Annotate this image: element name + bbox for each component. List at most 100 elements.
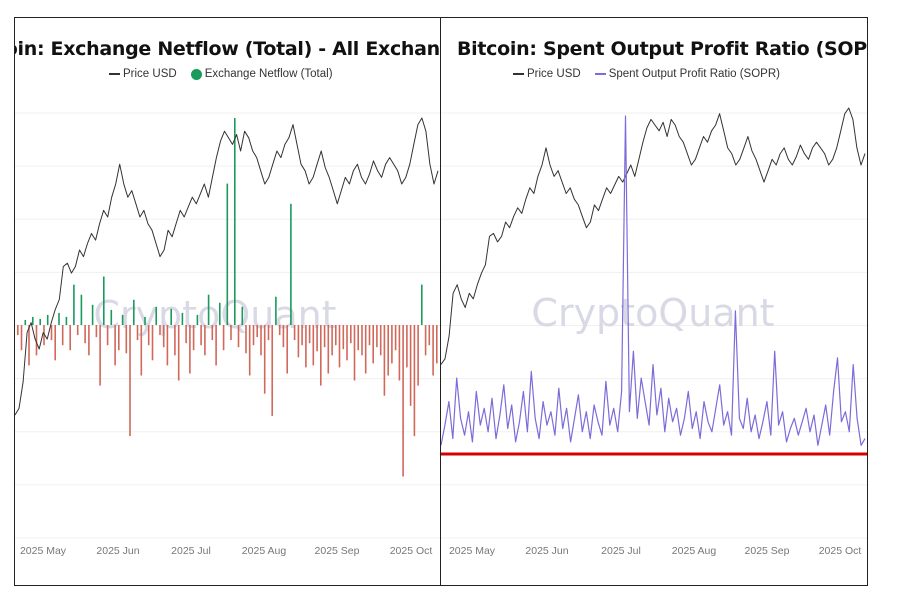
x-tick-label: 2025 Oct [390, 545, 433, 557]
x-tick-label: 2025 Aug [242, 545, 287, 557]
netflow-bar [207, 294, 210, 325]
legend-swatch-price-2 [513, 73, 524, 75]
netflow-bar [181, 312, 184, 325]
netflow-bar [293, 325, 296, 341]
grid-lines [441, 112, 867, 539]
netflow-bar [278, 325, 281, 336]
netflow-bar [140, 325, 143, 376]
netflow-bar [133, 299, 135, 325]
netflow-bar [222, 325, 225, 351]
netflow-bar [61, 325, 64, 346]
legend-item-sopr[interactable]: Spent Output Profit Ratio (SOPR) [594, 68, 780, 80]
netflow-bar [383, 325, 386, 396]
netflow-bar [406, 325, 408, 368]
netflow-bar [91, 304, 94, 325]
netflow-bar [99, 325, 101, 386]
x-tick-label: 2025 May [449, 545, 496, 557]
netflow-bar [256, 325, 258, 338]
netflow-bar [159, 325, 161, 336]
netflow-bar [50, 325, 53, 341]
x-tick-label: 2025 Sep [315, 545, 360, 557]
netflow-bar [241, 306, 244, 325]
netflow-bar [204, 325, 206, 356]
netflow-bar [196, 314, 199, 325]
netflow-bar [185, 325, 187, 344]
legend-item-price[interactable]: Price USD [109, 68, 177, 80]
netflow-bar [323, 325, 326, 348]
legend-label-netflow: Exchange Netflow (Total) [204, 68, 333, 80]
netflow-bar [166, 325, 169, 366]
price-line [15, 117, 439, 416]
netflow-bar [69, 325, 71, 351]
netflow-bar [320, 325, 322, 386]
netflow-bar [88, 325, 90, 356]
netflow-bar [391, 325, 393, 364]
legend-swatch-netflow [190, 68, 202, 80]
sopr-chart-svg: CryptoQuant 2025 May 2025 Jun 2025 Jul 2025 … [441, 107, 867, 557]
netflow-bar [215, 325, 217, 366]
netflow-bar [368, 325, 371, 346]
netflow-bar [335, 325, 337, 346]
x-tick-label: 2025 Jun [525, 545, 568, 557]
netflow-bar [144, 316, 146, 325]
netflow-bar [118, 325, 120, 351]
netflow-bar [65, 316, 68, 325]
netflow-bar [211, 325, 214, 341]
netflow-bar [84, 325, 86, 344]
netflow-bar [417, 325, 419, 386]
netflow-bar [432, 325, 434, 376]
netflow-bar [305, 325, 307, 368]
x-tick-label: 2025 Jul [171, 545, 211, 557]
netflow-bar [346, 325, 348, 361]
legend-swatch-price [109, 73, 120, 75]
x-tick-label: 2025 Aug [672, 545, 717, 557]
sopr-chart-title: Bitcoin: Spent Output Profit Ratio (SOPR… [457, 38, 868, 60]
x-tick-label: 2025 Sep [745, 545, 790, 557]
netflow-bar [421, 284, 423, 325]
netflow-bar [260, 325, 262, 356]
netflow-bar [245, 325, 247, 354]
netflow-bar [286, 325, 288, 374]
netflow-bar [80, 294, 83, 325]
netflow-bar [189, 325, 191, 374]
netflow-bar [226, 183, 229, 325]
netflow-bar [361, 325, 363, 356]
netflow-bar [301, 325, 303, 346]
x-tick-label: 2025 Jul [601, 545, 641, 557]
legend-item-netflow[interactable]: Exchange Netflow (Total) [190, 68, 333, 80]
watermark: CryptoQuant [531, 291, 774, 335]
x-tick-label: 2025 May [20, 545, 67, 557]
netflow-bar [316, 325, 318, 352]
netflow-bar [170, 308, 172, 325]
netflow-legend: Price USD Exchange Netflow (Total) [109, 68, 341, 80]
x-tick-label: 2025 Oct [819, 545, 862, 557]
legend-label-sopr: Spent Output Profit Ratio (SOPR) [608, 68, 780, 80]
netflow-bar [219, 302, 221, 325]
legend-item-price-2[interactable]: Price USD [513, 68, 581, 80]
netflow-bar [308, 325, 311, 344]
price-line [441, 107, 866, 365]
netflow-bar [252, 325, 255, 346]
netflow-bar [200, 325, 202, 346]
netflow-bar [58, 312, 60, 325]
netflow-bar [409, 325, 412, 406]
netflow-bar [234, 118, 236, 325]
netflow-bar [151, 325, 154, 361]
netflow-chart-title: tcoin: Exchange Netflow (Total) - All Ex… [14, 38, 441, 60]
netflow-bar [35, 325, 38, 356]
netflow-bar [95, 325, 98, 338]
netflow-bar [110, 309, 113, 325]
netflow-bar [237, 325, 240, 348]
netflow-bar [424, 325, 427, 356]
netflow-bar [54, 325, 56, 361]
netflow-bar [125, 325, 128, 354]
netflow-bar [327, 325, 330, 374]
netflow-bar [174, 325, 176, 356]
netflow-bar [364, 325, 367, 374]
netflow-bar [121, 314, 124, 325]
netflow-bar [46, 314, 49, 325]
netflow-bar [398, 325, 401, 381]
netflow-bar [17, 325, 19, 336]
netflow-bar [387, 325, 389, 376]
x-tick-label: 2025 Jun [96, 545, 139, 557]
